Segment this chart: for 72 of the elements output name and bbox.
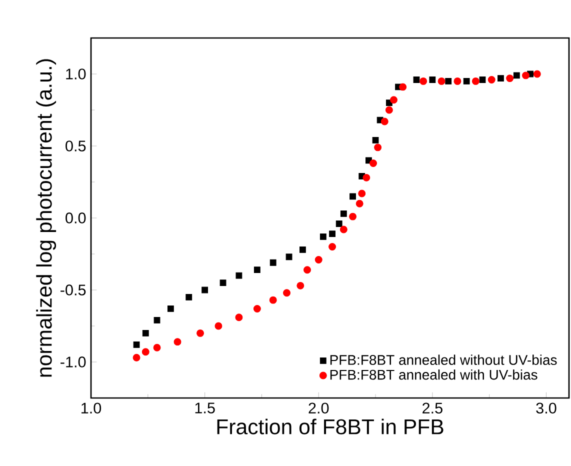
point [328, 243, 336, 251]
point [133, 342, 140, 348]
point [283, 289, 290, 297]
point [362, 174, 370, 182]
point [314, 256, 322, 264]
y-tick-label: -1.0 [60, 356, 86, 368]
point [253, 304, 261, 312]
point [340, 226, 348, 234]
point [370, 160, 377, 168]
point [350, 193, 356, 200]
x-tick-label: 1.0 [82, 402, 102, 414]
point [513, 72, 520, 79]
point [329, 230, 336, 238]
point [286, 254, 292, 260]
point [445, 78, 452, 84]
point [167, 306, 174, 312]
x-axis-title: Fraction of F8BT in PFB [217, 418, 444, 434]
point [356, 200, 364, 208]
y-tick-label: 0.0 [66, 212, 86, 224]
point [358, 190, 366, 198]
point [154, 317, 160, 324]
legend-label: PFB:F8BT annealed with UV-bias [330, 369, 538, 380]
point [374, 144, 382, 152]
point [479, 76, 486, 83]
point [220, 280, 226, 286]
x-tick-label: 2.0 [308, 402, 329, 414]
point [296, 282, 304, 290]
point [390, 96, 398, 104]
point [472, 77, 480, 85]
point [533, 70, 541, 78]
point [320, 234, 326, 240]
point [174, 338, 182, 346]
point [413, 76, 420, 83]
point [463, 78, 470, 84]
point [454, 77, 462, 85]
y-axis-title: normalized log photocurrent (a.u.) [36, 59, 56, 377]
y-tick-label: 0.5 [66, 140, 86, 152]
point [202, 286, 208, 294]
point [186, 294, 192, 300]
y-tick-label: -0.5 [60, 284, 86, 296]
point [488, 76, 496, 84]
point [429, 76, 436, 83]
point [142, 330, 149, 336]
point [498, 75, 504, 82]
x-tick-label: 1.5 [195, 402, 215, 414]
point [522, 72, 530, 80]
point [438, 77, 446, 85]
point [340, 210, 347, 217]
point [196, 329, 204, 337]
point [372, 137, 379, 144]
point [380, 118, 388, 126]
point [153, 344, 161, 352]
point [236, 272, 242, 279]
point [254, 266, 260, 274]
point [270, 259, 276, 266]
point [349, 212, 356, 220]
point [304, 266, 311, 274]
point [214, 322, 222, 330]
point [399, 83, 407, 91]
y-tick-label: 1.0 [66, 68, 86, 80]
legend-label: PFB:F8BT annealed without UV-bias [330, 354, 557, 365]
point [235, 314, 243, 322]
point [299, 246, 306, 253]
point [142, 348, 150, 356]
point [420, 77, 428, 85]
point [506, 74, 514, 82]
point [132, 354, 140, 362]
point [385, 106, 393, 114]
point [269, 296, 277, 304]
x-tick-label: 2.5 [422, 402, 442, 414]
x-tick-label: 3.0 [536, 402, 556, 414]
point [336, 220, 342, 227]
